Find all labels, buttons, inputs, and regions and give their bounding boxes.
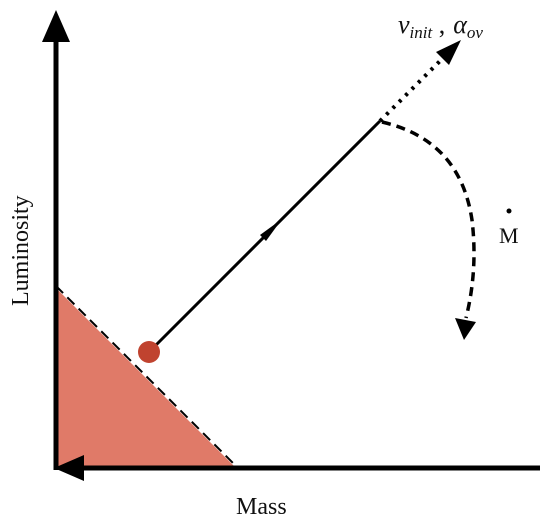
parameter-label: vinit , αov — [398, 10, 483, 42]
mass-loss-curve — [381, 120, 476, 319]
dotted-extension-arrowhead — [436, 40, 461, 65]
track-direction-arrowhead — [260, 219, 282, 241]
mdot-label: M — [499, 223, 519, 248]
mass-loss-arrowhead — [455, 318, 476, 340]
region-boundary-dashed — [55, 285, 239, 469]
y-axis-arrowhead — [42, 10, 70, 42]
dotted-extension — [378, 55, 446, 123]
y-axis-label: Luminosity — [8, 195, 34, 306]
mdot-dot — [506, 208, 512, 214]
x-axis-label: Mass — [236, 494, 287, 520]
x-axis-arrowhead — [54, 455, 84, 481]
shaded-region — [56, 288, 236, 468]
start-point — [138, 341, 160, 363]
